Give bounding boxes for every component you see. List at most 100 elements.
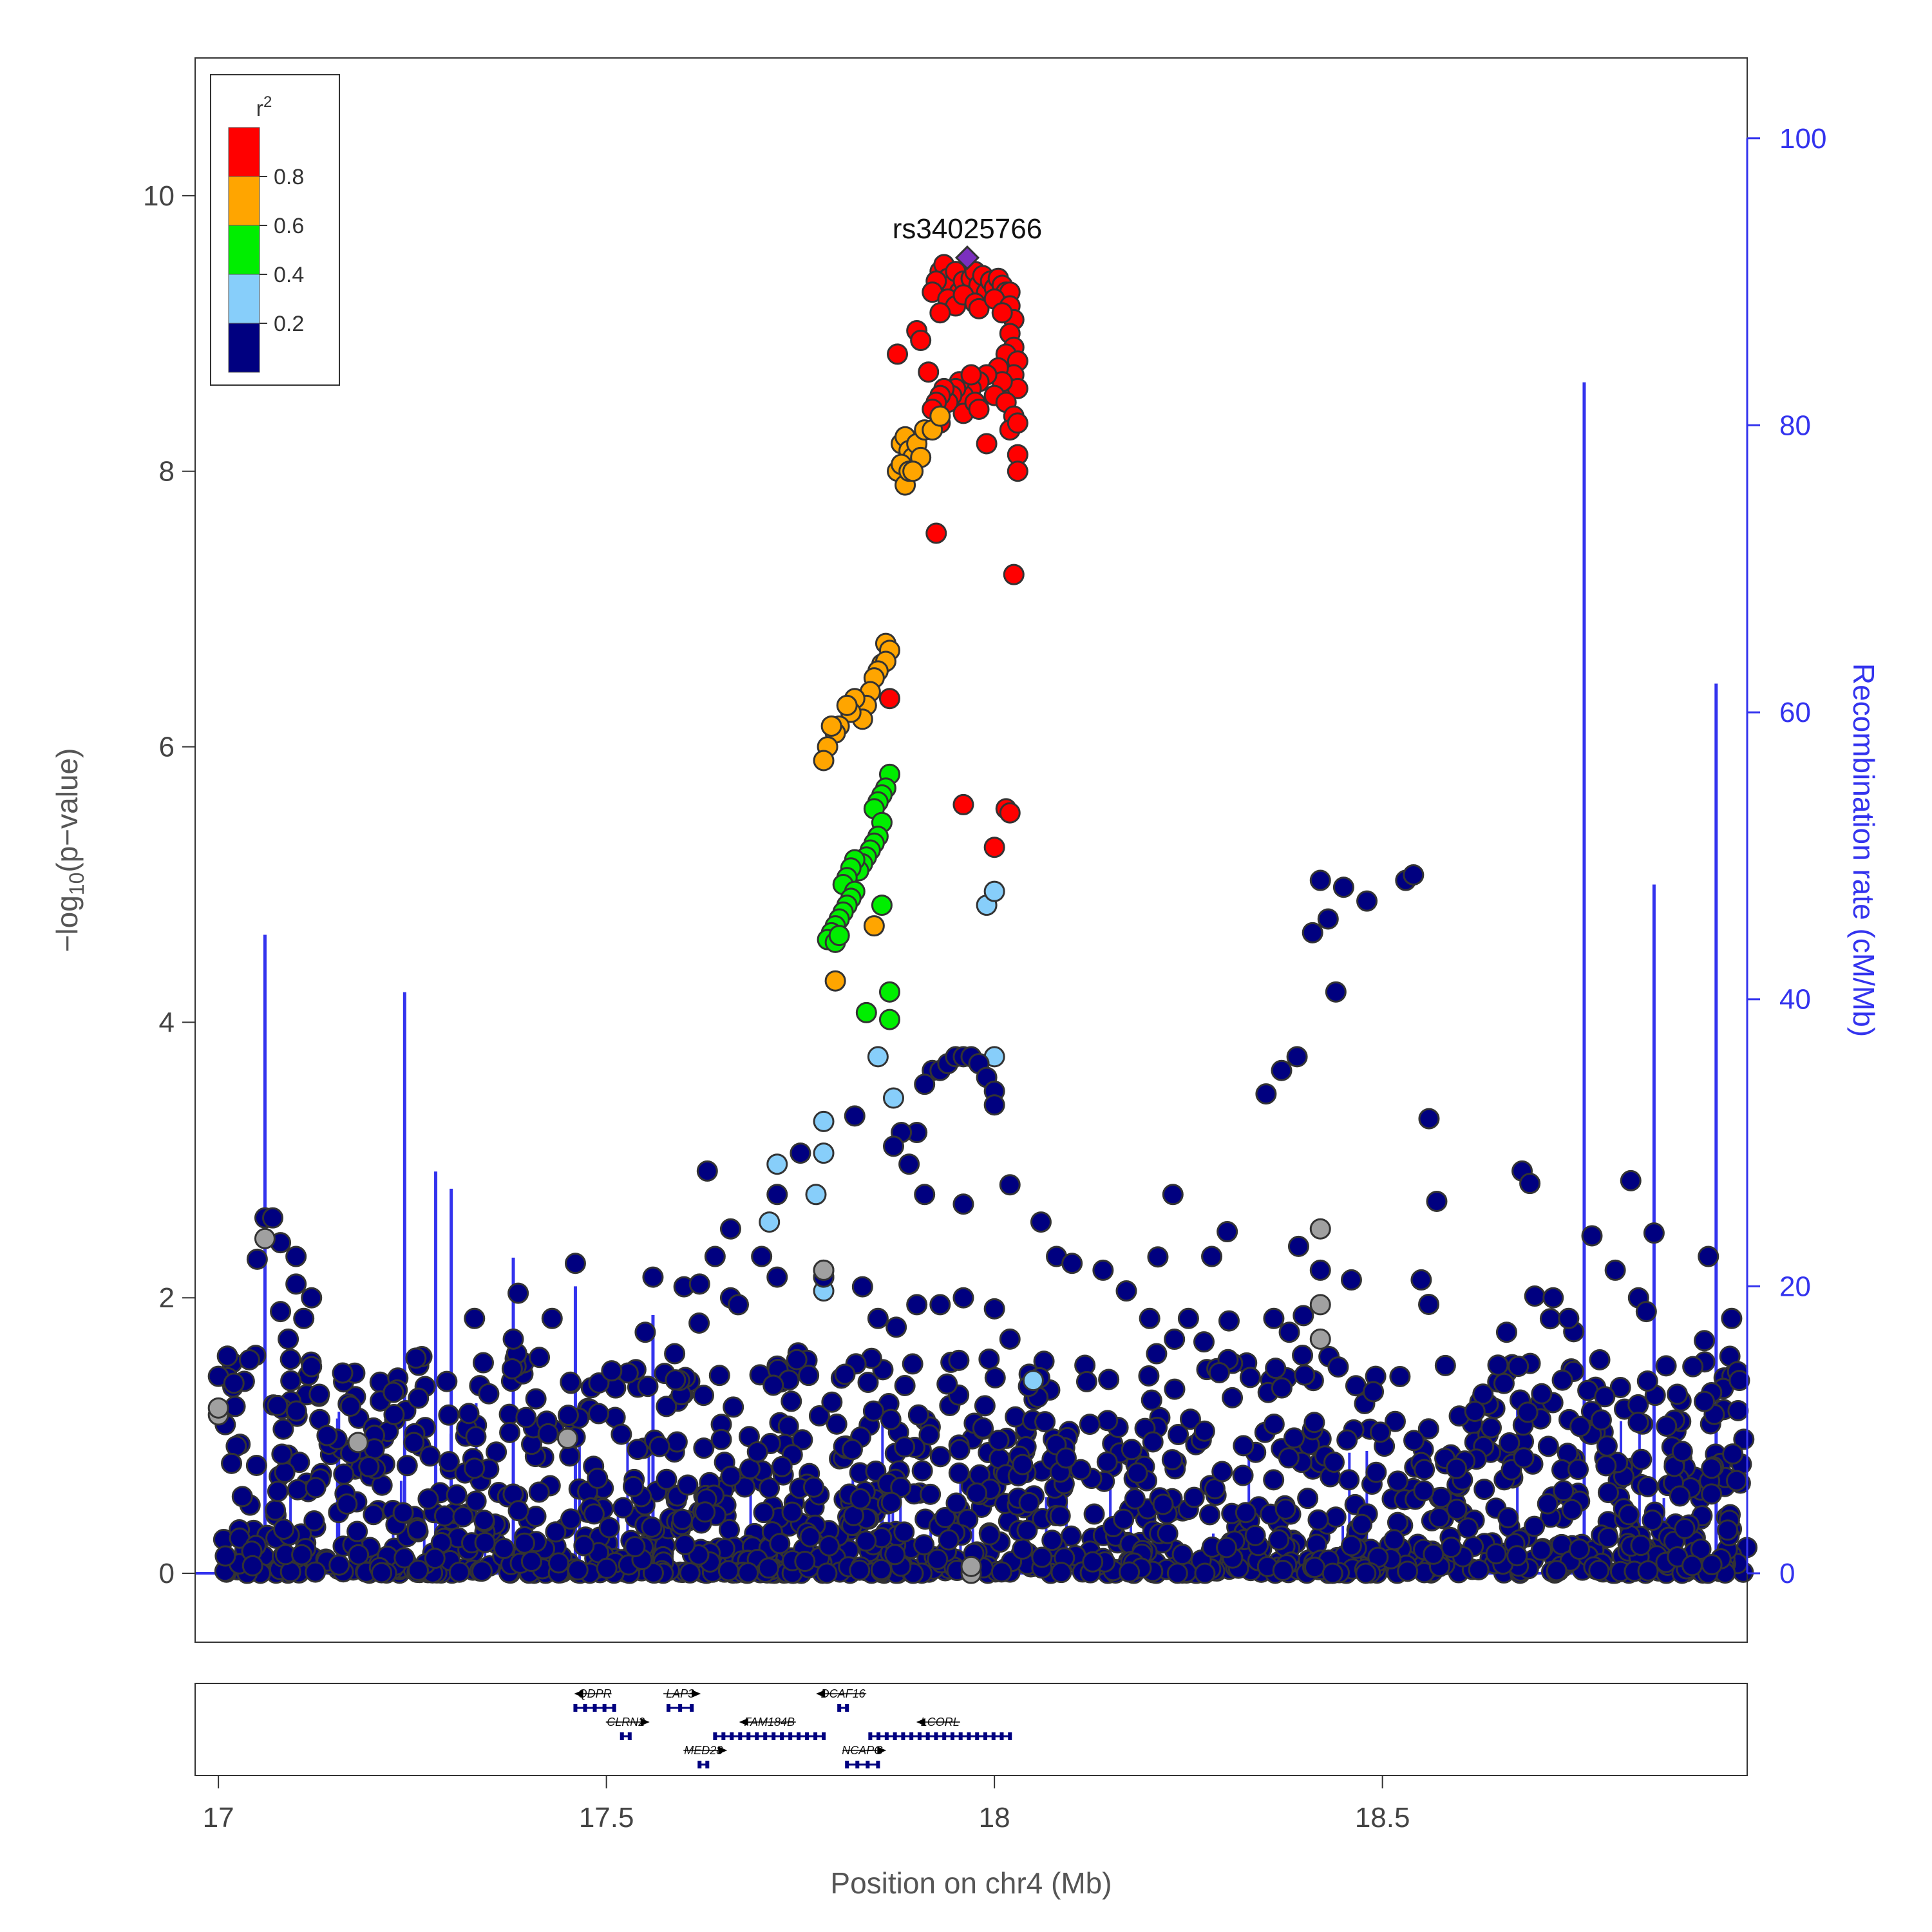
snp-point [893,1521,915,1543]
gene-exon [738,1732,743,1740]
snp-point [278,1328,299,1350]
snp-point [1403,1430,1425,1452]
snp-point [757,1557,779,1579]
snp-point [802,1476,824,1498]
snp-point [723,1396,744,1418]
snp-point [246,1248,268,1270]
gene-exon [797,1732,801,1740]
snp-point [588,1403,610,1425]
snp-point [1655,1355,1677,1377]
snp-point [1152,1493,1174,1515]
snp-point [1569,1416,1591,1437]
snp-point [1627,1412,1649,1434]
snp-point [515,1406,537,1428]
y-right-tick-label: 20 [1779,1271,1811,1302]
snp-point [1278,1321,1300,1343]
gene-exon [991,1732,996,1740]
snp-point [841,1439,863,1461]
snp-point [867,1307,889,1329]
snp-point [766,1153,788,1175]
snp-point [1147,1246,1169,1268]
snp-point [1595,1455,1617,1477]
snp-point [1627,1394,1649,1416]
snp-point [1531,1383,1553,1405]
snp-point [499,1421,521,1443]
snp-point [1636,1370,1658,1392]
snp-point [478,1383,500,1405]
y-right-tick-label: 40 [1779,984,1811,1016]
background-points-layer [213,1235,1758,1584]
snp-point [990,1561,1012,1583]
gene-exon [780,1732,784,1740]
snp-point [1215,1537,1237,1558]
gene-exon [1008,1732,1012,1740]
snp-point [305,1561,327,1583]
snp-point [886,1316,907,1338]
snp-point [907,1404,929,1426]
snp-point [1239,1367,1261,1388]
snp-point [642,1562,664,1584]
snp-point [1434,1354,1456,1376]
snp-point [688,1273,710,1295]
snp-point [448,1561,470,1583]
snp-point [1345,1375,1367,1397]
snp-point [1309,1328,1331,1350]
snp-point [270,1301,292,1323]
snp-point [1003,564,1025,585]
snp-point [911,1460,933,1482]
snp-point [1413,1480,1435,1502]
snp-point [1222,1387,1244,1408]
snp-point [902,1353,923,1375]
y-tick-label: 10 [143,180,175,212]
snp-point [1031,1546,1053,1568]
snp-point [925,522,947,544]
snp-point [285,1273,307,1295]
snp-point [1561,1499,1583,1520]
snp-point [1309,869,1331,891]
snp-point [978,1348,1000,1370]
snp-point [927,1548,949,1570]
gene-exon [805,1732,810,1740]
snp-point [1446,1499,1468,1520]
y-axis-title: −log10(p−value) [50,748,88,952]
snp-point [929,1294,951,1316]
lead-snp-marker [954,245,980,270]
snp-point [836,694,858,716]
snp-point [878,1009,900,1030]
snp-point [601,1360,623,1382]
snp-point [267,1481,289,1502]
snp-point [1309,1259,1331,1281]
snp-point [902,460,924,482]
snp-point [844,1105,866,1127]
snp-point [1007,460,1028,482]
gene-exon [845,1704,849,1712]
snp-point [914,1074,936,1095]
snp-point [880,1492,902,1513]
snp-point [717,1560,739,1582]
gene-exon [746,1732,751,1740]
snp-point [1642,1510,1663,1531]
gene-exon [730,1732,734,1740]
snp-point [287,1479,308,1501]
snp-point [1643,1222,1665,1244]
gene-exon [573,1704,578,1712]
snp-point [813,1110,835,1132]
snp-point [728,1294,749,1316]
snp-point [1141,1389,1162,1411]
snp-point [1426,1190,1448,1212]
snp-point [1323,1451,1345,1473]
snp-point [1397,1560,1419,1582]
gene-exon [866,1761,870,1768]
snp-point [952,1287,974,1309]
snp-point [1656,1416,1678,1437]
snp-point [642,1266,664,1288]
gene-exon [763,1732,768,1740]
legend-label: 0.6 [274,214,304,238]
snp-point [1588,1559,1610,1581]
snp-point [407,1559,429,1581]
snp-point [464,1307,486,1329]
snp-point [1321,1562,1343,1584]
snp-point [883,1135,904,1157]
snp-point [1387,1511,1408,1533]
snp-point [458,1403,480,1425]
